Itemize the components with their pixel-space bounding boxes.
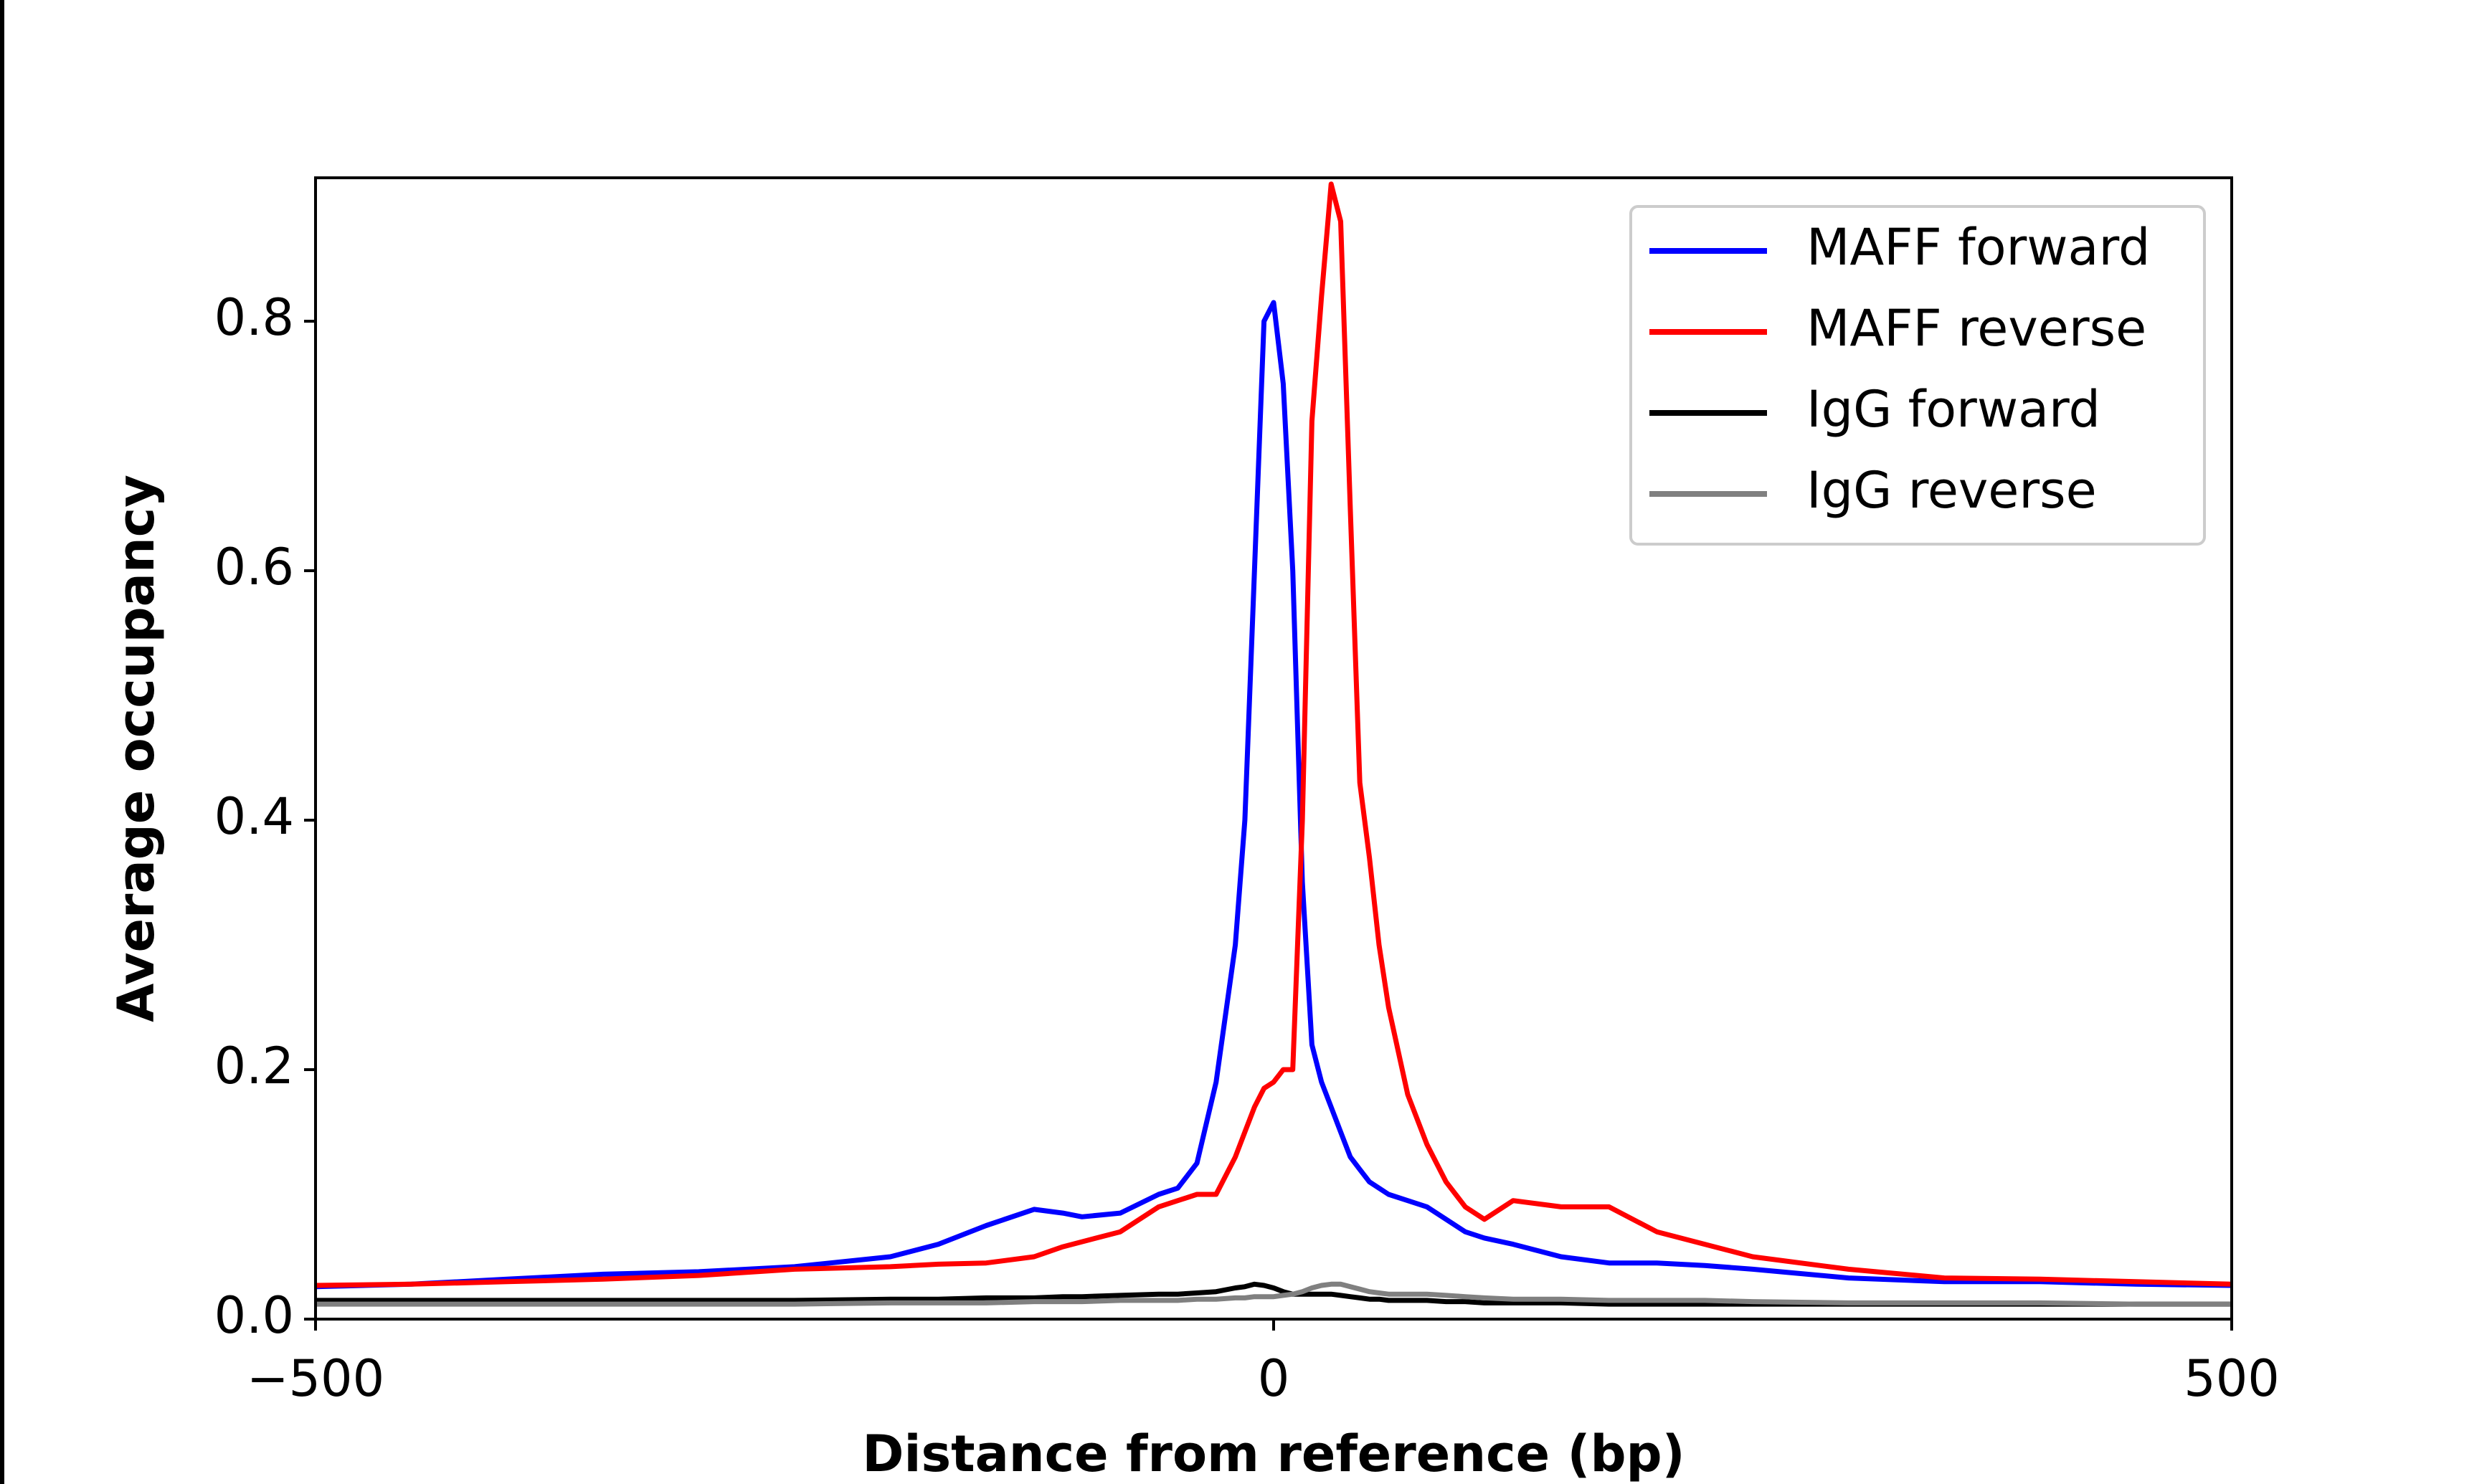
- y-tick-label: 0.6: [214, 538, 294, 596]
- legend-label: MAFF forward: [1806, 218, 2150, 277]
- data-line: [316, 300, 2232, 1290]
- data-line: [316, 1281, 2232, 1307]
- data-line: [316, 1281, 2232, 1307]
- x-tick-label: 500: [2184, 1349, 2280, 1408]
- x-axis-title: Distance from reference (bp): [862, 1424, 1685, 1483]
- y-tick-label: 0.4: [214, 787, 294, 846]
- legend-label: MAFF reverse: [1806, 299, 2146, 358]
- data-line: [316, 181, 2232, 1288]
- y-tick-label: 0.2: [214, 1037, 294, 1095]
- left-edge: [0, 0, 4, 1484]
- y-tick-label: 0.0: [214, 1286, 294, 1345]
- y-axis-title: Average occupancy: [107, 475, 166, 1022]
- y-tick-label: 0.8: [214, 288, 294, 347]
- x-tick-label: −500: [247, 1349, 384, 1408]
- legend-label: IgG forward: [1806, 380, 2100, 439]
- legend-label: IgG reverse: [1806, 461, 2097, 520]
- legend-box: [1629, 205, 2206, 546]
- x-tick-label: 0: [1258, 1349, 1290, 1408]
